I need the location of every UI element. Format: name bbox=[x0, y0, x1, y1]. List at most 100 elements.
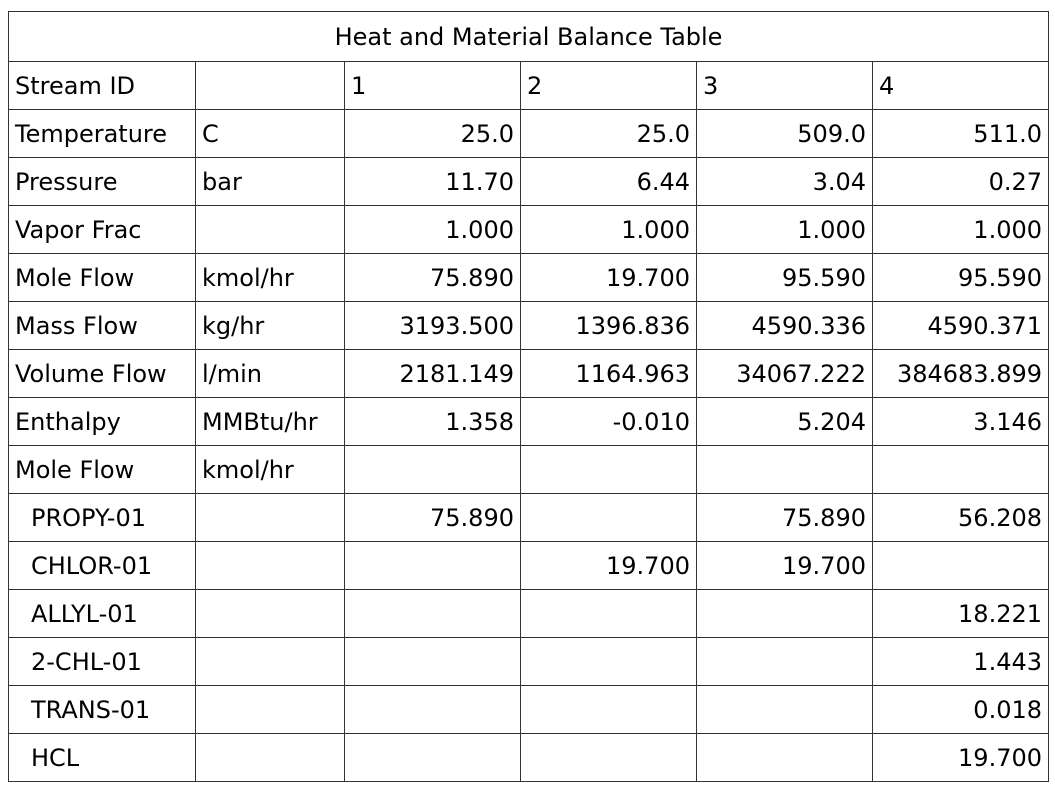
value-cell-stream-3 bbox=[696, 445, 873, 494]
unit-cell: C bbox=[195, 109, 345, 158]
value-cell-stream-1: 3193.500 bbox=[344, 301, 521, 350]
value-cell-stream-1 bbox=[344, 541, 521, 590]
component-name: 2-CHL-01 bbox=[8, 637, 196, 686]
value-cell-stream-2: 1396.836 bbox=[520, 301, 697, 350]
table-title: Heat and Material Balance Table bbox=[7, 11, 1050, 62]
table-row: Enthalpy MMBtu/hr 1.358 -0.010 5.204 3.146 bbox=[8, 397, 1050, 446]
property-name: Enthalpy bbox=[8, 397, 196, 446]
value-cell-stream-3 bbox=[696, 733, 873, 782]
title-row: Heat and Material Balance Table bbox=[7, 11, 1050, 62]
value-cell-stream-2: 19.700 bbox=[520, 253, 697, 302]
value-cell-stream-4: 0.018 bbox=[871, 685, 1050, 734]
stream-id-2: 2 bbox=[520, 61, 697, 110]
value-cell-stream-4: 384683.899 bbox=[871, 349, 1050, 398]
value-cell-stream-3: 95.590 bbox=[696, 253, 873, 302]
value-cell-stream-1: 1.000 bbox=[344, 205, 521, 254]
value-cell-stream-3 bbox=[696, 637, 873, 686]
unit-cell bbox=[195, 589, 345, 638]
table-row: Pressure bar 11.70 6.44 3.04 0.27 bbox=[8, 157, 1050, 206]
value-cell-stream-4: 18.221 bbox=[871, 589, 1050, 638]
value-cell-stream-4: 0.27 bbox=[871, 157, 1050, 206]
value-cell-stream-4 bbox=[871, 445, 1050, 494]
value-cell-stream-2: 6.44 bbox=[520, 157, 697, 206]
value-cell-stream-3: 3.04 bbox=[696, 157, 873, 206]
value-cell-stream-2 bbox=[520, 637, 697, 686]
stream-id-label: Stream ID bbox=[8, 61, 196, 110]
property-name: Volume Flow bbox=[8, 349, 196, 398]
unit-cell: bar bbox=[195, 157, 345, 206]
value-cell-stream-1 bbox=[344, 637, 521, 686]
value-cell-stream-4: 1.443 bbox=[871, 637, 1050, 686]
heat-material-balance-table: Heat and Material Balance Table Stream I… bbox=[7, 11, 1050, 782]
value-cell-stream-1 bbox=[344, 445, 521, 494]
value-cell-stream-1: 25.0 bbox=[344, 109, 521, 158]
table-row: 2-CHL-01 1.443 bbox=[8, 637, 1050, 686]
value-cell-stream-1: 11.70 bbox=[344, 157, 521, 206]
table-row: TRANS-01 0.018 bbox=[8, 685, 1050, 734]
unit-cell bbox=[195, 685, 345, 734]
value-cell-stream-1 bbox=[344, 733, 521, 782]
value-cell-stream-4: 3.146 bbox=[871, 397, 1050, 446]
hmb-table-container: Heat and Material Balance Table Stream I… bbox=[7, 11, 1050, 782]
value-cell-stream-4: 1.000 bbox=[871, 205, 1050, 254]
value-cell-stream-3: 509.0 bbox=[696, 109, 873, 158]
value-cell-stream-3: 1.000 bbox=[696, 205, 873, 254]
value-cell-stream-2: 25.0 bbox=[520, 109, 697, 158]
value-cell-stream-2 bbox=[520, 685, 697, 734]
value-cell-stream-4: 4590.371 bbox=[871, 301, 1050, 350]
unit-cell bbox=[195, 541, 345, 590]
unit-cell bbox=[195, 733, 345, 782]
unit-cell: MMBtu/hr bbox=[195, 397, 345, 446]
value-cell-stream-2: 1.000 bbox=[520, 205, 697, 254]
value-cell-stream-4: 56.208 bbox=[871, 493, 1050, 542]
value-cell-stream-3: 4590.336 bbox=[696, 301, 873, 350]
value-cell-stream-2 bbox=[520, 589, 697, 638]
table-row: Mass Flow kg/hr 3193.500 1396.836 4590.336 45… bbox=[8, 301, 1050, 350]
value-cell-stream-3: 5.204 bbox=[696, 397, 873, 446]
unit-cell: l/min bbox=[195, 349, 345, 398]
value-cell-stream-1: 2181.149 bbox=[344, 349, 521, 398]
value-cell-stream-1: 75.890 bbox=[344, 493, 521, 542]
table-row: CHLOR-01 19.700 19.700 bbox=[8, 541, 1050, 590]
value-cell-stream-2 bbox=[520, 733, 697, 782]
value-cell-stream-3: 19.700 bbox=[696, 541, 873, 590]
property-name: Mass Flow bbox=[8, 301, 196, 350]
value-cell-stream-1 bbox=[344, 589, 521, 638]
unit-cell: kmol/hr bbox=[195, 253, 345, 302]
value-cell-stream-3: 34067.222 bbox=[696, 349, 873, 398]
value-cell-stream-1: 75.890 bbox=[344, 253, 521, 302]
component-name: PROPY-01 bbox=[8, 493, 196, 542]
table-row: Temperature C 25.0 25.0 509.0 511.0 bbox=[8, 109, 1050, 158]
table-row: HCL 19.700 bbox=[8, 733, 1050, 782]
property-name: Vapor Frac bbox=[8, 205, 196, 254]
unit-cell bbox=[195, 637, 345, 686]
property-name: Mole Flow bbox=[8, 253, 196, 302]
table-row: Vapor Frac 1.000 1.000 1.000 1.000 bbox=[8, 205, 1050, 254]
unit-cell bbox=[195, 205, 345, 254]
stream-id-3: 3 bbox=[696, 61, 873, 110]
component-name: TRANS-01 bbox=[8, 685, 196, 734]
table-row: PROPY-01 75.890 75.890 56.208 bbox=[8, 493, 1050, 542]
unit-cell bbox=[195, 493, 345, 542]
unit-cell: kg/hr bbox=[195, 301, 345, 350]
value-cell-stream-2: 1164.963 bbox=[520, 349, 697, 398]
value-cell-stream-2 bbox=[520, 445, 697, 494]
table-row: ALLYL-01 18.221 bbox=[8, 589, 1050, 638]
stream-id-1: 1 bbox=[344, 61, 521, 110]
value-cell-stream-1: 1.358 bbox=[344, 397, 521, 446]
value-cell-stream-4: 511.0 bbox=[871, 109, 1050, 158]
unit-cell: kmol/hr bbox=[195, 445, 345, 494]
component-name: ALLYL-01 bbox=[8, 589, 196, 638]
property-name: Pressure bbox=[8, 157, 196, 206]
value-cell-stream-3: 75.890 bbox=[696, 493, 873, 542]
table-row: Volume Flow l/min 2181.149 1164.963 34067.22… bbox=[8, 349, 1050, 398]
property-name: Mole Flow bbox=[8, 445, 196, 494]
table-row: Mole Flow kmol/hr bbox=[8, 445, 1050, 494]
value-cell-stream-1 bbox=[344, 685, 521, 734]
stream-id-unit bbox=[195, 61, 345, 110]
value-cell-stream-2: -0.010 bbox=[520, 397, 697, 446]
value-cell-stream-2 bbox=[520, 493, 697, 542]
value-cell-stream-4 bbox=[871, 541, 1050, 590]
value-cell-stream-3 bbox=[696, 589, 873, 638]
value-cell-stream-4: 95.590 bbox=[871, 253, 1050, 302]
